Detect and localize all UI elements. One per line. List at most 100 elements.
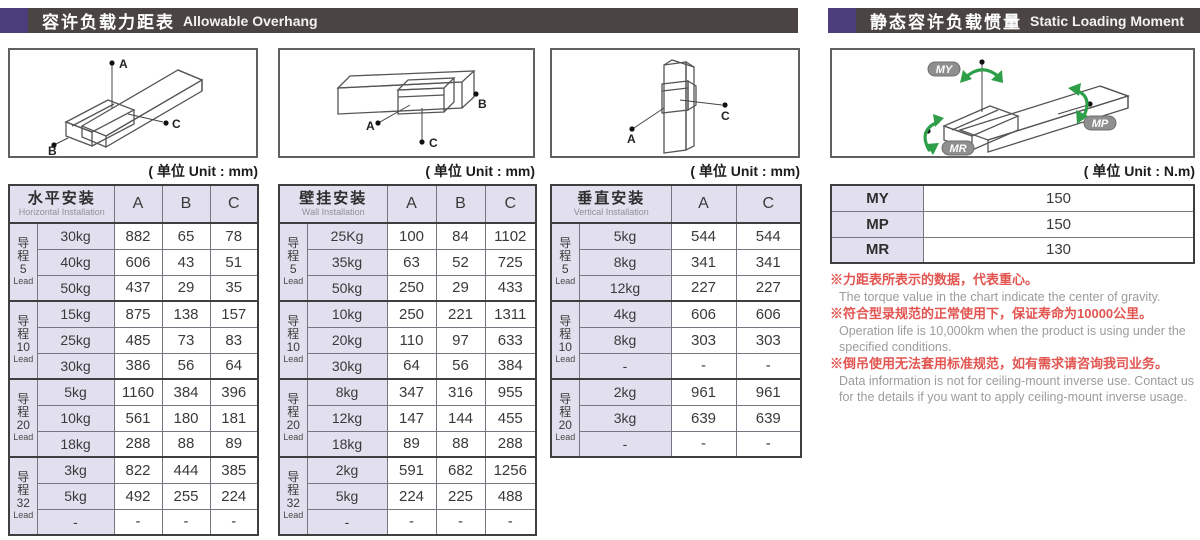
lead-group-cell: 导程 20 Lead [550,378,580,458]
value-cell: 444 [161,456,211,484]
load-weight-cell: 10kg [306,300,388,328]
value-cell: 288 [484,430,537,458]
section-title-en: Static Loading Moment [1030,12,1184,29]
load-weight-cell: 18kg [36,430,115,458]
value-cell: 882 [113,222,163,250]
moment-label-cell: MR [830,236,924,264]
value-cell: 89 [386,430,437,458]
moment-label-cell: MY [830,184,924,212]
note-text-cn: ※力距表所表示的数据，代表重心。 [830,272,1039,287]
point-label-c: C [721,109,730,123]
wall-installation-column: A C B ( 单位 Unit : mm) 壁挂安装 Wall Installat… [278,48,538,536]
value-cell: 433 [484,274,537,302]
table-row: --- [551,352,802,380]
load-weight-cell: - [578,430,672,458]
value-cell: 225 [435,482,486,510]
value-cell: 255 [161,482,211,510]
table-row: 导程 20 Lead 8kg 347 316 955 [278,378,537,458]
moment-value-cell: 150 [923,210,1195,238]
value-cell: 221 [435,300,486,328]
value-cell: 606 [670,300,737,328]
load-weight-cell: 12kg [578,274,672,302]
table-row: 30kg 386 56 64 [9,352,259,380]
point-label-b: B [48,144,57,156]
value-cell: 385 [209,456,259,484]
moment-diagram: MY MP MR [923,59,1131,156]
column-header: C [209,184,259,224]
load-weight-cell: 18kg [306,430,388,458]
load-weight-cell: 5kg [36,482,115,510]
column-header: A [386,184,437,224]
overhang-table-wall-installation: 壁挂安装 Wall Installation A B C 导程 5 Lead 25Kg 100 84… [278,184,538,536]
value-cell: 606 [113,248,163,276]
lead-group-cell: 导程 10 Lead [278,300,308,380]
load-weight-cell: 8kg [578,326,672,354]
lead-group-cell: 导程 10 Lead [8,300,38,380]
table-row: 40kg 606 43 51 [9,248,259,276]
wall-table-host: 壁挂安装 Wall Installation A B C 导程 5 Lead 25Kg 100 84… [278,184,538,536]
load-weight-cell: 30kg [36,222,115,250]
lead-group-cell: 导程 10 Lead [550,300,580,380]
table-row: 10kg 561 180 181 [9,404,259,432]
load-weight-cell: 40kg [36,248,115,276]
table-row: 导程 10 Lead 10kg 250 221 1311 [278,300,537,380]
horizontal-diagram-box: A C B [8,48,258,158]
point-label-a: A [366,119,375,133]
note-text-cn: ※倒吊使用无法套用标准规范，如有需求请咨询我司业务。 [830,356,1169,371]
table-row: 8kg 341 341 [551,248,802,276]
load-weight-cell: 30kg [36,352,115,380]
table-row: MY 150 [830,184,1195,212]
load-weight-cell: 8kg [306,378,388,406]
value-cell: 147 [386,404,437,432]
table-row: 18kg 288 88 89 [9,430,259,458]
value-cell: 227 [670,274,737,302]
value-cell: - [209,508,259,536]
table-row: 5kg 224 225 488 [279,482,537,510]
point-label-b: B [478,97,487,111]
table-row: 30kg 64 56 384 [279,352,537,380]
note-text-en: Operation life is 10,000km when the prod… [839,324,1186,354]
value-cell: - [386,508,437,536]
table-row: 导程 32 Lead 3kg 822 444 385 [8,456,259,536]
value-cell: 100 [386,222,437,250]
accent-square [0,8,28,33]
value-cell: 29 [161,274,211,302]
value-cell: 83 [209,326,259,354]
unit-label: ( 单位 Unit : mm) [148,163,258,179]
value-cell: 52 [435,248,486,276]
value-cell: 544 [735,222,802,250]
value-cell: 591 [386,456,437,484]
lead-group-cell: 导程 32 Lead [8,456,38,536]
point-label-a: A [119,57,128,71]
unit-label: ( 单位 Unit : N.m) [1083,163,1195,179]
value-cell: 63 [386,248,437,276]
horizontal-table-host: 水平安装 Horizontal Installation A B C 导程 5 Lead 30k… [8,184,260,536]
lead-group-cell: 导程 32 Lead [278,456,308,536]
value-cell: 288 [113,430,163,458]
column-header: A [670,184,737,224]
value-cell: 97 [435,326,486,354]
note: ※倒吊使用无法套用标准规范，如有需求请咨询我司业务。 Data informati… [830,355,1200,405]
table-row: 35kg 63 52 725 [279,248,537,276]
notes: ※力距表所表示的数据，代表重心。 The torque value in the … [830,271,1200,405]
lead-group-cell: 导程 20 Lead [8,378,38,458]
load-weight-cell: 8kg [578,248,672,276]
value-cell: 396 [209,378,259,406]
value-cell: 1311 [484,300,537,328]
note-text-cn: ※符合型录规范的正常使用下，保证寿命为10000公里。 [830,306,1153,321]
value-cell: 961 [735,378,802,406]
value-cell: 224 [386,482,437,510]
table-row: 导程 20 Lead 5kg 1160 384 396 [8,378,259,458]
value-cell: 875 [113,300,163,328]
column-header: B [435,184,486,224]
note: ※符合型录规范的正常使用下，保证寿命为10000公里。 Operation lif… [830,305,1200,355]
table-row: 导程 5 Lead 5kg 544 544 [550,222,802,302]
value-cell: - [735,430,802,458]
load-weight-cell: - [36,508,115,536]
value-cell: 1160 [113,378,163,406]
value-cell: 639 [670,404,737,432]
badge-mr: MR [949,143,966,155]
value-cell: 180 [161,404,211,432]
load-weight-cell: 2kg [306,456,388,484]
